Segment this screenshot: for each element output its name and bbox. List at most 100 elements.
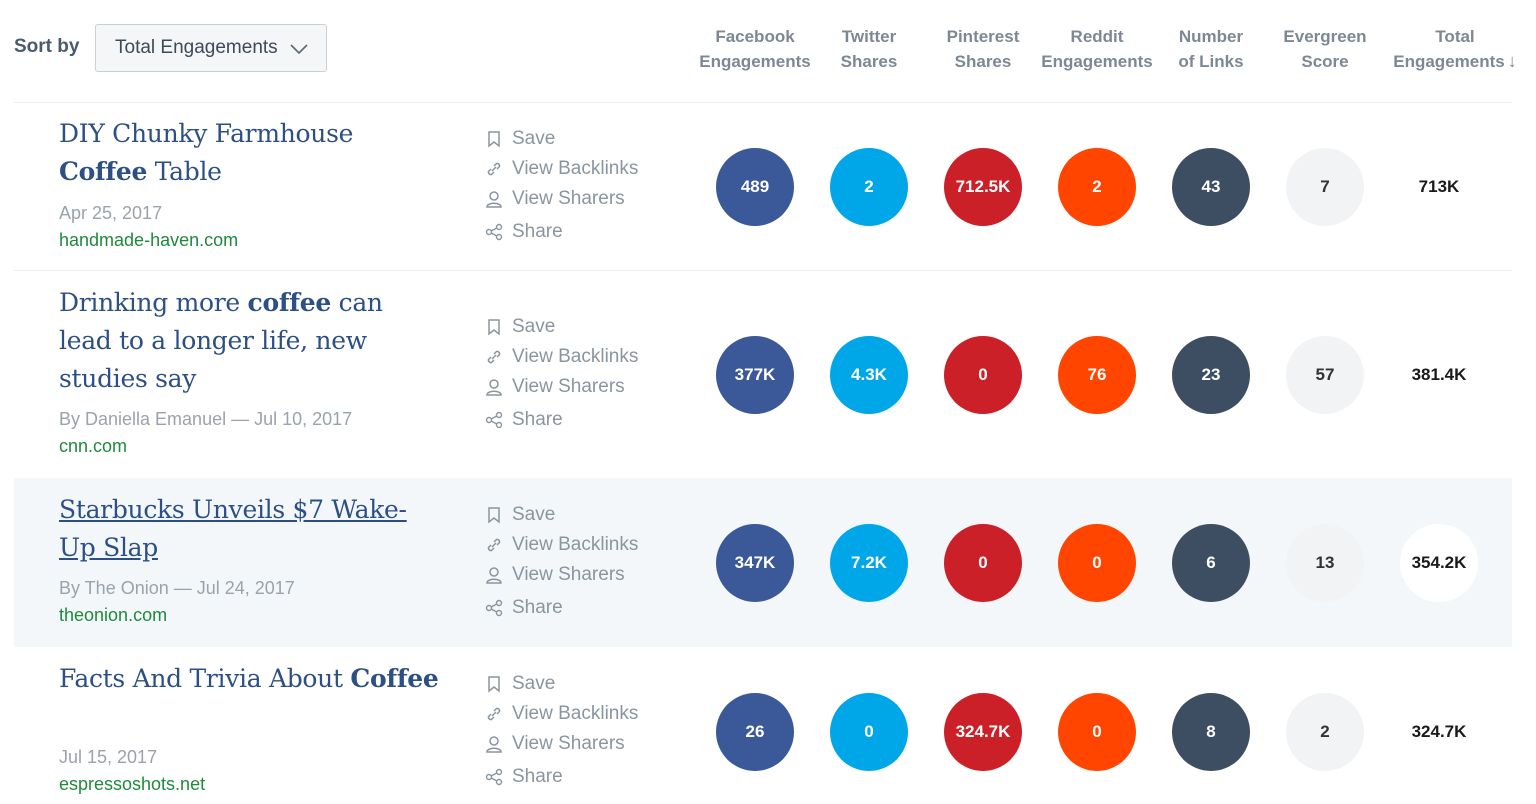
- view-backlinks-button[interactable]: View Backlinks: [484, 699, 684, 729]
- column-header-twitter[interactable]: Twitter Shares: [809, 24, 929, 74]
- action-label: View Sharers: [512, 564, 625, 585]
- view-backlinks-button[interactable]: View Backlinks: [484, 342, 684, 372]
- column-header-line: Shares: [954, 52, 1012, 71]
- facebook-engagements-badge: 377K: [716, 336, 794, 414]
- column-header-total[interactable]: Total Engagements ↓: [1385, 24, 1525, 74]
- article-title-link[interactable]: Drinking more coffee can lead to a longe…: [59, 284, 439, 398]
- action-label: Share: [512, 597, 563, 618]
- column-header-line: of Links: [1178, 52, 1244, 71]
- header-divider: [14, 102, 1512, 103]
- number-of-links-badge: 8: [1172, 693, 1250, 771]
- column-header-line: Engagements ↓: [1385, 49, 1525, 74]
- share-icon: [485, 411, 503, 429]
- bookmark-icon: [488, 676, 500, 693]
- action-label: Save: [512, 504, 556, 525]
- twitter-shares-badge: 0: [830, 693, 908, 771]
- total-engagements-value: 324.7K: [1411, 722, 1467, 741]
- column-header-pinterest[interactable]: Pinterest Shares: [923, 24, 1043, 74]
- article-domain-link[interactable]: espressoshots.net: [59, 774, 206, 794]
- facebook-engagements-badge: 26: [716, 693, 794, 771]
- save-button[interactable]: Save: [484, 500, 684, 530]
- reddit-engagements-badge: 2: [1058, 148, 1136, 226]
- title-text: Table: [147, 157, 222, 186]
- share-button[interactable]: Share: [484, 405, 684, 435]
- pinterest-shares-badge: 712.5K: [944, 148, 1022, 226]
- pinterest-shares-badge: 0: [944, 336, 1022, 414]
- share-button[interactable]: Share: [484, 217, 684, 247]
- column-header-facebook[interactable]: Facebook Engagements: [695, 24, 815, 74]
- article-row-highlighted: Starbucks Unveils $7 Wake-Up Slap By The…: [14, 478, 1512, 647]
- bookmark-icon: [488, 319, 500, 336]
- total-engagements-value: 381.4K: [1411, 365, 1467, 384]
- article-meta: By Daniella Emanuel — Jul 10, 2017: [59, 409, 353, 429]
- title-text: Drinking more: [59, 288, 248, 317]
- title-keyword: Coffee: [350, 664, 439, 693]
- action-label: View Backlinks: [512, 346, 639, 367]
- twitter-shares-badge: 7.2K: [830, 524, 908, 602]
- article-title-link[interactable]: Starbucks Unveils $7 Wake-Up Slap: [59, 491, 439, 567]
- article-actions: Save View Backlinks View Sharers Share: [484, 124, 684, 247]
- action-label: View Sharers: [512, 376, 625, 397]
- sort-desc-arrow-icon: ↓: [1507, 51, 1517, 71]
- action-label: View Backlinks: [512, 534, 639, 555]
- total-engagements-value: 354.2K: [1400, 524, 1478, 602]
- column-header-line: Facebook: [715, 27, 795, 46]
- article-meta: Jul 15, 2017: [59, 747, 158, 767]
- title-text: Starbucks Unveils $7 Wake-Up Slap: [59, 495, 407, 562]
- column-header-line: Number: [1178, 27, 1244, 46]
- link-icon: [487, 350, 501, 364]
- view-backlinks-button[interactable]: View Backlinks: [484, 530, 684, 560]
- share-icon: [485, 223, 503, 241]
- view-sharers-button[interactable]: View Sharers: [484, 729, 684, 759]
- article-title-link[interactable]: Facts And Trivia About Coffee: [59, 660, 439, 698]
- user-icon: [486, 736, 502, 753]
- action-label: Save: [512, 316, 556, 337]
- share-button[interactable]: Share: [484, 593, 684, 623]
- twitter-shares-badge: 2: [830, 148, 908, 226]
- column-header-reddit[interactable]: Reddit Engagements: [1037, 24, 1157, 74]
- link-icon: [487, 707, 501, 721]
- number-of-links-badge: 43: [1172, 148, 1250, 226]
- article-meta: By The Onion — Jul 24, 2017: [59, 578, 295, 598]
- reddit-engagements-badge: 0: [1058, 693, 1136, 771]
- user-icon: [486, 191, 502, 208]
- article-domain-link[interactable]: handmade-haven.com: [59, 230, 239, 250]
- article-title-link[interactable]: DIY Chunky Farmhouse Coffee Table: [59, 115, 439, 191]
- column-header-line: Score: [1301, 52, 1349, 71]
- reddit-engagements-badge: 76: [1058, 336, 1136, 414]
- column-header-line: Reddit: [1070, 27, 1124, 46]
- view-sharers-button[interactable]: View Sharers: [484, 184, 684, 214]
- pinterest-shares-badge: 324.7K: [944, 693, 1022, 771]
- column-header-line: Shares: [840, 52, 898, 71]
- facebook-engagements-badge: 489: [716, 148, 794, 226]
- sort-dropdown[interactable]: Total Engagements: [95, 24, 327, 72]
- share-icon: [485, 768, 503, 786]
- action-label: Share: [512, 766, 563, 787]
- article-actions: Save View Backlinks View Sharers Share: [484, 669, 684, 792]
- chevron-down-icon: [289, 39, 309, 65]
- column-header-links[interactable]: Number of Links: [1151, 24, 1271, 74]
- action-label: View Backlinks: [512, 703, 639, 724]
- save-button[interactable]: Save: [484, 669, 684, 699]
- share-button[interactable]: Share: [484, 762, 684, 792]
- column-header-evergreen[interactable]: Evergreen Score: [1265, 24, 1385, 74]
- view-backlinks-button[interactable]: View Backlinks: [484, 154, 684, 184]
- link-icon: [487, 162, 501, 176]
- pinterest-shares-badge: 0: [944, 524, 1022, 602]
- column-header-text: Engagements: [1393, 52, 1505, 71]
- action-label: Save: [512, 673, 556, 694]
- article-domain-link[interactable]: theonion.com: [59, 605, 168, 625]
- user-icon: [486, 567, 502, 584]
- view-sharers-button[interactable]: View Sharers: [484, 560, 684, 590]
- action-label: View Sharers: [512, 733, 625, 754]
- article-domain-link[interactable]: cnn.com: [59, 436, 128, 456]
- column-header-line: Twitter: [841, 27, 897, 46]
- view-sharers-button[interactable]: View Sharers: [484, 372, 684, 402]
- total-engagements-value: 713K: [1418, 177, 1460, 196]
- column-header-line: Engagements: [1041, 52, 1153, 71]
- save-button[interactable]: Save: [484, 124, 684, 154]
- article-actions: Save View Backlinks View Sharers Share: [484, 500, 684, 623]
- save-button[interactable]: Save: [484, 312, 684, 342]
- article-actions: Save View Backlinks View Sharers Share: [484, 312, 684, 435]
- action-label: Save: [512, 128, 556, 149]
